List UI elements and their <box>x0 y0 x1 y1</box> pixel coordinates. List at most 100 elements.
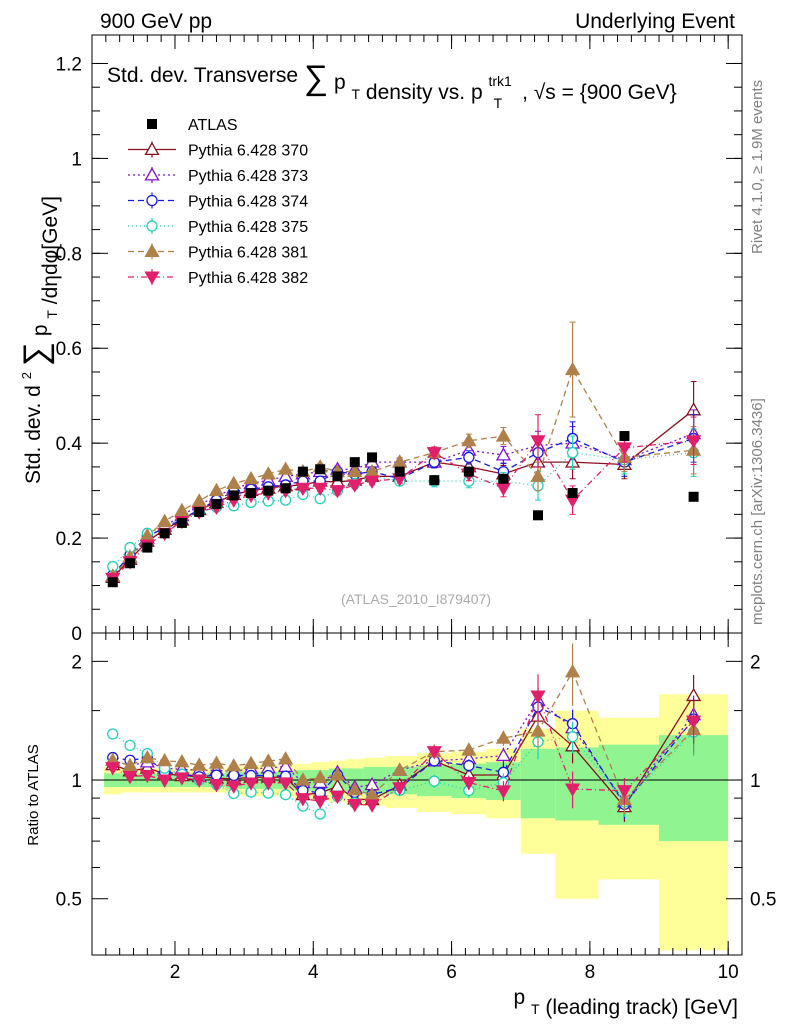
x-axis-label: p T (leading track) [GeV] <box>513 986 738 1019</box>
atlas-data-point <box>297 466 308 477</box>
series-layer <box>105 321 702 822</box>
atlas-data-point <box>263 485 274 496</box>
ratio-tick-label-left: 0.5 <box>56 890 82 911</box>
legend-marker <box>146 194 158 207</box>
x-tick-label: 8 <box>585 962 596 983</box>
ratio-point <box>392 782 408 796</box>
atlas-data-point <box>246 487 257 498</box>
ratio-point <box>461 742 477 756</box>
atlas-data-point <box>498 473 509 484</box>
header-left: 900 GeV pp <box>100 10 212 33</box>
ratio-point <box>191 774 207 788</box>
ratio-point <box>279 789 292 801</box>
header-right: Underlying Event <box>575 10 735 33</box>
ratio-point <box>495 747 512 762</box>
ratio-point <box>277 751 294 765</box>
ratio-point <box>495 785 512 799</box>
atlas-data-point <box>315 464 326 475</box>
ratio-point <box>314 808 326 820</box>
ratio-point <box>530 690 546 704</box>
data-point <box>461 432 477 447</box>
ratio-point <box>566 731 579 743</box>
legend-marker <box>144 271 160 285</box>
data-point <box>495 447 512 461</box>
ratio-point <box>277 777 294 791</box>
ratio-point <box>156 752 173 767</box>
atlas-data-point <box>107 577 118 588</box>
atlas-data-point <box>688 491 699 502</box>
x-tick-label: 10 <box>718 962 739 983</box>
legend-label: Pythia 6.428 382 <box>188 270 308 287</box>
ratio-point <box>364 799 380 813</box>
y-tick-label: 1.2 <box>56 54 82 75</box>
ratio-point <box>426 746 442 760</box>
band-stat <box>520 748 556 819</box>
ratio-point <box>122 757 138 772</box>
ratio-point <box>312 795 328 809</box>
atlas-data-point <box>194 506 205 517</box>
atlas-data-point <box>125 558 136 569</box>
ratio-uncertainty-bands <box>92 694 742 951</box>
legend-label: Pythia 6.428 375 <box>188 219 308 236</box>
data-point <box>364 475 380 489</box>
ratio-point <box>392 762 408 776</box>
ratio-tick-label-right: 0.5 <box>750 890 776 911</box>
data-point <box>174 502 190 517</box>
ratio-point <box>105 762 121 776</box>
ratio-point <box>228 769 240 782</box>
ratio-point <box>260 753 276 767</box>
atlas-data-point <box>463 466 474 477</box>
legend-label: Pythia 6.428 381 <box>188 245 308 262</box>
legend-label: ATLAS <box>188 117 238 134</box>
y-tick-label: 1 <box>71 149 82 170</box>
ratio-point <box>208 778 225 793</box>
axes-layer: 2 4 6 8 10 0 0.2 0.4 0.6 0.8 1 1.2 0.5 0.5 1 1 2 2 <box>56 35 776 983</box>
ratio-point <box>107 728 119 740</box>
ratio-point <box>295 772 311 786</box>
plot-title: Std. dev. Transverse ∑ p T density vs. p… <box>107 59 677 113</box>
ratio-point <box>463 759 475 772</box>
ratio-point <box>191 757 207 771</box>
ratio-point <box>295 793 311 807</box>
atlas-data-point <box>619 431 630 442</box>
ratio-point <box>347 782 363 796</box>
ratio-point <box>461 777 477 791</box>
data-point <box>260 466 276 480</box>
data-point <box>277 461 294 475</box>
legend-marker <box>144 141 160 156</box>
data-point <box>191 493 207 507</box>
ratio-point <box>139 749 155 764</box>
analysis-watermark: (ATLAS_2010_I879407) <box>341 591 491 607</box>
data-point <box>495 428 512 442</box>
mcplots-reference-label: mcplots.cern.ch [arXiv:1306.3436] <box>749 398 766 625</box>
atlas-data-point <box>176 517 187 528</box>
ratio-point <box>495 730 512 744</box>
rivet-version-label: Rivet 4.1.0, ≥ 1.9M events <box>749 80 766 254</box>
atlas-data-point <box>228 490 239 501</box>
ratio-tick-label-right: 2 <box>750 652 761 673</box>
ratio-point <box>156 774 173 788</box>
data-point <box>329 485 346 499</box>
data-point <box>463 451 475 464</box>
ratio-point <box>243 777 259 791</box>
legend-label: Pythia 6.428 374 <box>188 194 308 211</box>
data-point <box>243 470 259 485</box>
legend-marker <box>144 167 160 181</box>
data-point <box>312 482 328 497</box>
atlas-data-point <box>533 510 544 521</box>
x-tick-label: 4 <box>308 962 319 983</box>
ratio-point <box>329 790 346 805</box>
ratio-point <box>124 739 136 752</box>
atlas-data-point <box>332 471 343 482</box>
ratio-point <box>122 771 138 785</box>
ratio-point <box>243 755 259 769</box>
legend-marker <box>144 243 160 258</box>
data-point <box>530 435 546 449</box>
legend: ATLAS Pythia 6.428 370 Pythia 6.428 373 Pyt… <box>128 117 308 287</box>
ratio-point <box>530 723 546 737</box>
ratio-point <box>616 785 633 799</box>
y-tick-label: 0.2 <box>56 529 82 550</box>
data-point <box>566 447 579 459</box>
ratio-point <box>564 783 581 797</box>
